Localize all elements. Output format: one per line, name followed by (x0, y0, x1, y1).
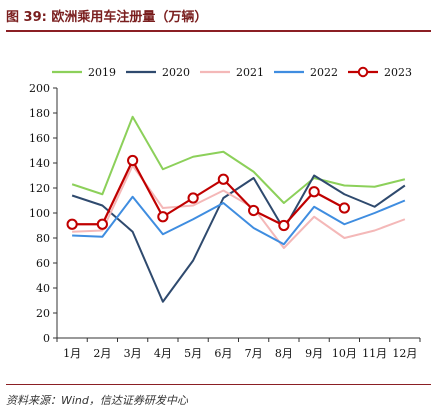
series-line-2023 (72, 159, 345, 227)
legend-item-2021: 2021 (200, 66, 264, 79)
series-layer (66, 115, 406, 303)
x-tick-label: 7月 (245, 347, 263, 360)
y-tick-label: 120 (29, 182, 50, 195)
data-point (338, 202, 350, 214)
x-tick-label: 9月 (305, 347, 323, 360)
y-tick-label: 80 (36, 232, 50, 245)
y-tick-label: 180 (29, 107, 50, 120)
legend-item-2020: 2020 (126, 66, 190, 79)
y-tick-label: 40 (36, 282, 50, 295)
legend-label: 2023 (384, 66, 412, 79)
x-axis: 1月 2月 3月 4月 5月 6月 7月 8月 9月 10月 11月 12月 (56, 337, 421, 360)
x-tick-label: 6月 (214, 347, 232, 360)
y-tick-label: 100 (29, 207, 50, 220)
x-tick-label: 12月 (392, 347, 417, 360)
source-note: 资料来源：Wind，信达证券研发中心 (6, 394, 188, 407)
legend-marker (357, 66, 369, 78)
data-point (127, 154, 139, 167)
x-tick-label: 4月 (154, 347, 172, 360)
legend-item-2022: 2022 (274, 66, 338, 79)
x-tick-label: 5月 (184, 347, 202, 360)
source-divider (6, 384, 431, 385)
x-tick-label: 2月 (93, 347, 111, 360)
chart-title: 图 39: 欧洲乘用车注册量（万辆） (6, 10, 208, 25)
y-tick-label: 200 (29, 82, 50, 95)
series-2019 (71, 115, 406, 204)
series-line-2022 (72, 195, 406, 246)
data-point (278, 219, 290, 232)
y-tick-label: 60 (36, 257, 50, 270)
series-2022 (72, 195, 406, 246)
data-point (96, 218, 108, 230)
legend-label: 2021 (236, 66, 264, 79)
data-point (308, 186, 320, 198)
y-tick-label: 0 (43, 332, 50, 345)
data-point (157, 211, 169, 223)
x-tick-label: 11月 (362, 347, 387, 360)
y-tick-label: 20 (36, 307, 50, 320)
series-line-2021 (72, 164, 406, 249)
legend-label: 2020 (162, 66, 190, 79)
series-line-2019 (71, 115, 406, 204)
x-tick-label: 3月 (124, 347, 142, 360)
data-point (187, 192, 199, 204)
series-2021 (72, 164, 406, 249)
y-tick-label: 160 (29, 132, 50, 145)
y-tick-label: 140 (29, 157, 50, 170)
data-point (248, 204, 260, 217)
legend-item-2023: 2023 (348, 66, 412, 79)
series-2020 (71, 174, 406, 303)
x-tick-label: 1月 (63, 347, 81, 360)
x-tick-label: 10月 (332, 347, 357, 360)
y-axis: 0 20 40 60 80 100 120 140 160 180 200 (29, 82, 58, 345)
title-divider (6, 30, 431, 32)
legend-label: 2022 (310, 66, 338, 79)
data-point (66, 218, 78, 230)
series-line-2020 (71, 174, 406, 303)
data-point (217, 173, 229, 185)
legend: 2019 2020 2021 2022 2023 (52, 66, 412, 79)
legend-item-2019: 2019 (52, 66, 116, 79)
x-tick-label: 8月 (275, 347, 293, 360)
legend-label: 2019 (88, 66, 116, 79)
series-2023 (66, 154, 350, 232)
